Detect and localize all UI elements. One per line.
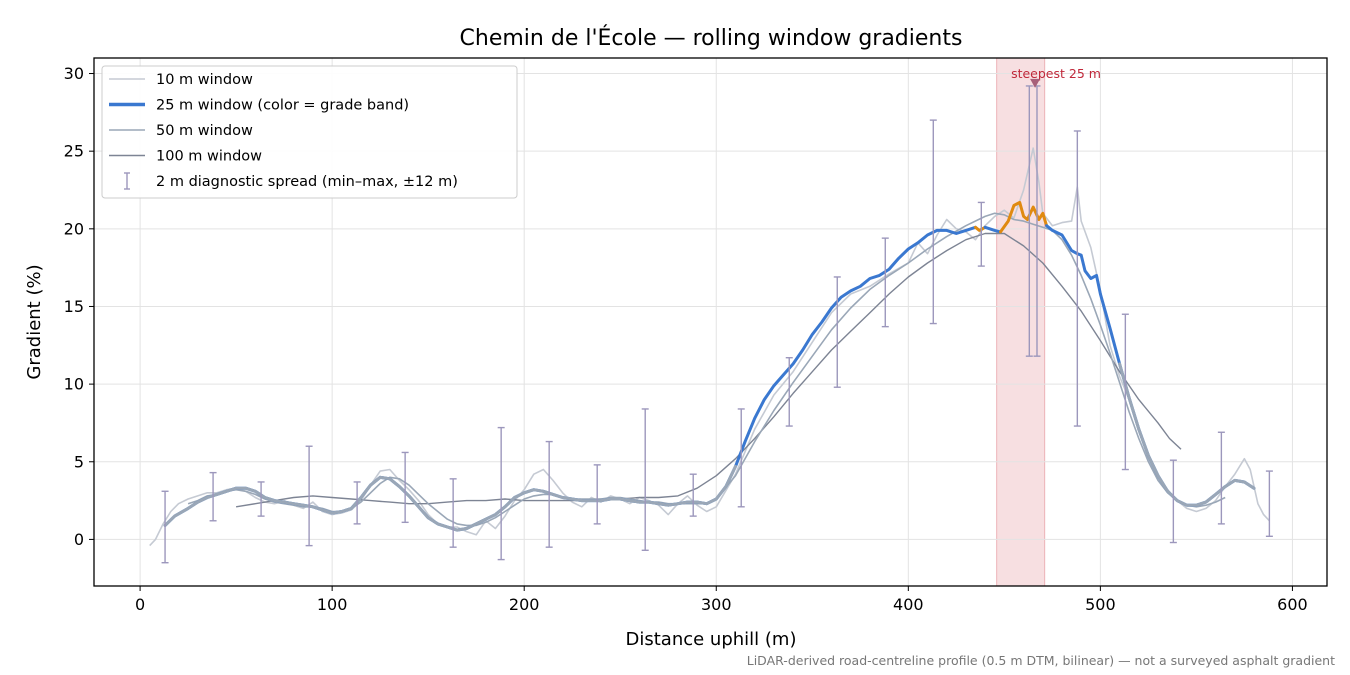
axis-ticks: 0 100 200 300 400 500 600 0 5 10 15 20 25 30 — [64, 64, 1308, 614]
annotation-layer: steepest 25 m — [1011, 66, 1101, 88]
y-tick-label: 30 — [64, 64, 84, 83]
series-25m-window-segment — [983, 225, 1002, 234]
y-tick-label: 10 — [64, 375, 84, 394]
y-tick-label: 15 — [64, 297, 84, 316]
plot-frame — [93, 57, 1328, 587]
x-axis-label: Distance uphill (m) — [626, 629, 797, 650]
legend-label: 2 m diagnostic spread (min–max, ±12 m) — [156, 174, 458, 190]
chart-title: Chemin de l'École — rolling window gradi… — [460, 25, 963, 51]
spread-layer — [161, 85, 1273, 564]
x-tick-label: 0 — [135, 595, 145, 614]
legend-label: 50 m window — [156, 123, 253, 139]
series-25m-window-low-band — [163, 464, 737, 532]
legend-box — [101, 65, 518, 199]
y-axis-label: Gradient (%) — [24, 264, 45, 379]
legend-label: 25 m window (color = grade band) — [156, 98, 409, 114]
series-25m-window-low-band — [1118, 362, 1256, 507]
y-tick-label: 5 — [74, 452, 84, 471]
x-tick-label: 200 — [509, 595, 540, 614]
x-tick-label: 400 — [893, 595, 924, 614]
legend-label: 100 m window — [156, 149, 262, 165]
series-25m-window-steep-segment — [999, 200, 1049, 234]
steepest-annotation: steepest 25 m — [1011, 66, 1101, 81]
steepest-marker — [1030, 78, 1041, 88]
x-tick-label: 500 — [1085, 595, 1116, 614]
y-tick-label: 20 — [64, 219, 84, 238]
legend: 10 m window 25 m window (color = grade ba… — [101, 65, 518, 199]
y-tick-label: 25 — [64, 142, 84, 161]
legend-label: 10 m window — [156, 72, 253, 88]
legend-items: 10 m window 25 m window (color = grade ba… — [109, 72, 458, 190]
x-tick-label: 600 — [1277, 595, 1308, 614]
series-25m-window-steep-segment — [974, 225, 987, 232]
chart-footnote: LiDAR-derived road-centreline profile (0… — [747, 653, 1335, 668]
x-tick-label: 300 — [701, 595, 732, 614]
x-tick-label: 100 — [317, 595, 348, 614]
y-tick-label: 0 — [74, 530, 84, 549]
